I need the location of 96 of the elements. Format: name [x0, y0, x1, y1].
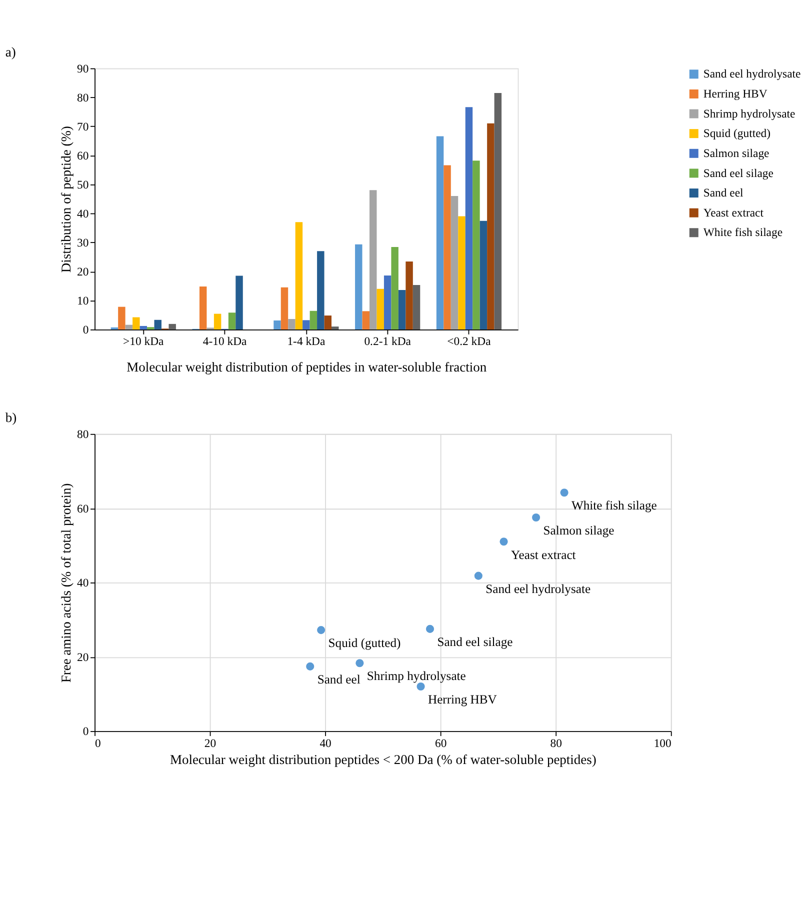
bar	[274, 320, 281, 330]
y-tick-label: 20	[77, 265, 89, 278]
x-tick-label: 60	[434, 736, 447, 750]
annotation: Sand eel hydrolysate	[486, 582, 591, 596]
legend-label: Shrimp hydrolysate	[703, 107, 796, 120]
y-tick-label: 60	[77, 502, 89, 516]
annotation: Squid (gutted)	[328, 636, 401, 650]
bar	[132, 317, 140, 330]
point	[317, 626, 326, 634]
bar	[494, 92, 502, 330]
bar	[391, 247, 398, 330]
y-tick-label: 0	[82, 324, 89, 337]
bar	[370, 190, 377, 330]
bar	[154, 320, 162, 330]
bar	[168, 324, 176, 330]
bar	[480, 220, 488, 330]
bar	[140, 326, 148, 330]
legend-label: Yeast extract	[703, 206, 764, 220]
chart-title: a)	[5, 44, 16, 60]
x-tick-label: 1-4 kDa	[287, 335, 326, 348]
x-tick-label: 80	[550, 736, 562, 750]
legend-label: Sand eel hydrolysate	[703, 68, 801, 81]
legend-label: Squid (gutted)	[703, 127, 771, 140]
x-tick-label: 0.2-1 kDa	[364, 335, 412, 348]
bar	[412, 285, 420, 330]
bar	[398, 290, 406, 330]
bar	[436, 136, 444, 330]
y-tick-label: 0	[82, 725, 89, 738]
y-tick-label: 20	[77, 650, 89, 664]
x-tick-label: 20	[204, 736, 216, 750]
x-tick-label: 4-10 kDa	[202, 335, 248, 348]
bar	[355, 244, 362, 330]
x-axis-title: Molecular weight distribution of peptides in water-soluble fraction	[126, 359, 487, 374]
annotation: Yeast extract	[510, 548, 576, 562]
bar	[280, 287, 288, 330]
y-axis-title: Free amino acids (% of total protein)	[58, 483, 74, 683]
bar	[472, 160, 480, 330]
point	[356, 659, 364, 668]
bar	[118, 306, 126, 330]
y-tick-label: 40	[77, 576, 89, 590]
bar	[302, 320, 310, 330]
chart-title: b)	[5, 410, 17, 426]
bar	[450, 196, 458, 330]
bar	[444, 165, 451, 330]
point	[532, 513, 540, 522]
legend-label: White fish silage	[703, 226, 783, 240]
bar	[362, 311, 370, 330]
bar	[465, 107, 473, 330]
bar	[317, 251, 324, 330]
legend-label: Herring HBV	[703, 88, 768, 101]
bar	[214, 314, 222, 330]
y-tick-label: 90	[77, 62, 89, 76]
bar	[199, 286, 207, 330]
annotation: Salmon silage	[543, 524, 615, 538]
y-tick-label: 50	[77, 178, 89, 192]
bar	[487, 123, 494, 330]
annotation: Herring HBV	[428, 692, 497, 707]
bar	[458, 216, 466, 330]
point	[306, 662, 314, 670]
y-tick-label: 80	[77, 91, 89, 104]
bar	[310, 310, 318, 330]
bar	[236, 276, 243, 330]
x-tick-label: >10 kDa	[123, 335, 165, 348]
point	[416, 682, 425, 691]
y-tick-label: 80	[77, 428, 89, 441]
legend-label: Salmon silage	[703, 146, 770, 160]
y-tick-label: 10	[77, 294, 89, 308]
bar	[125, 324, 133, 330]
annotation: Sand eel	[317, 672, 361, 687]
x-tick-label: 100	[654, 736, 672, 750]
bar	[288, 319, 296, 330]
bar	[324, 316, 332, 330]
point	[426, 624, 434, 633]
y-tick-label: 60	[77, 149, 89, 162]
point	[500, 538, 508, 546]
legend-label: Sand eel	[703, 186, 744, 200]
bar	[406, 262, 413, 330]
bar	[332, 326, 339, 330]
x-axis-title: Molecular weight distribution peptides < 200 Da (% of water-soluble peptides)	[170, 752, 596, 767]
bar	[376, 288, 384, 330]
y-tick-label: 30	[77, 236, 89, 250]
bar	[228, 312, 236, 330]
point	[560, 488, 568, 497]
y-tick-label: 70	[77, 120, 89, 134]
x-tick-label: 0	[95, 736, 102, 750]
x-tick-label: 40	[320, 736, 332, 750]
annotation: Sand eel silage	[437, 635, 514, 650]
y-axis-title: Distribution of peptide (%)	[58, 126, 74, 273]
annotation: Shrimp hydrolysate	[366, 669, 466, 684]
annotation: White fish silage	[571, 498, 658, 513]
bar	[384, 275, 392, 330]
y-tick-label: 40	[77, 207, 89, 220]
x-tick-label: <0.2 kDa	[447, 335, 492, 348]
bar	[295, 222, 303, 330]
legend-label: Sand eel silage	[703, 166, 774, 180]
point	[474, 572, 482, 580]
